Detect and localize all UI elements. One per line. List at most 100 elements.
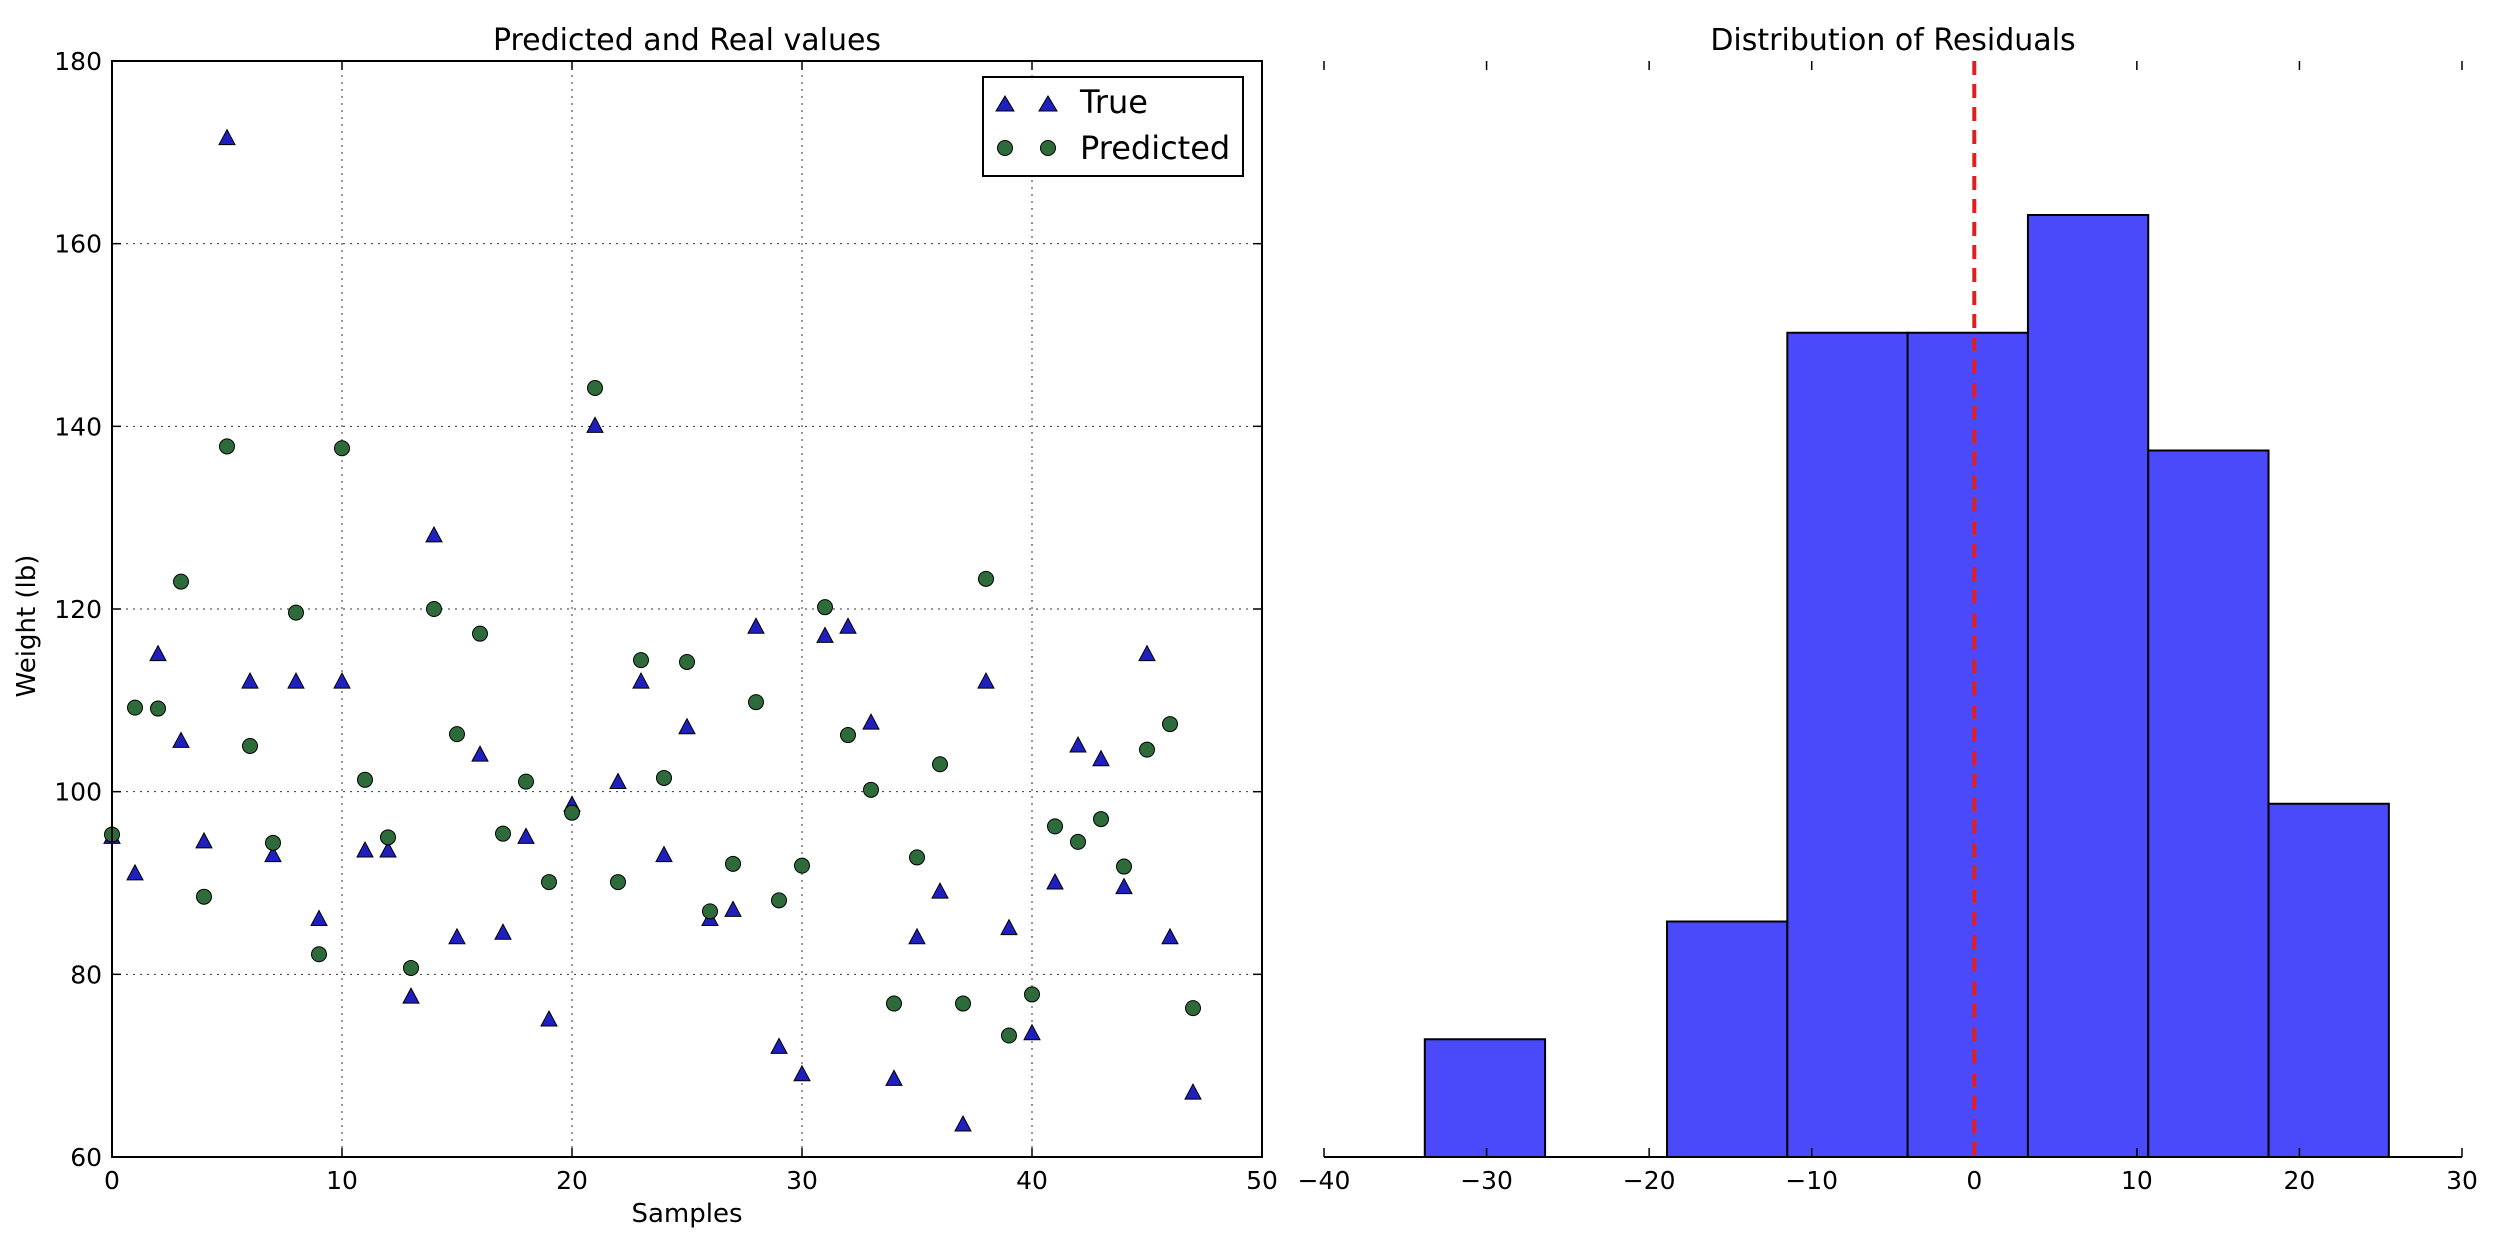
predicted-value-point: [242, 738, 258, 754]
predicted-value-point: [127, 699, 143, 716]
scatter-points: [103, 128, 1202, 1132]
histogram-bar: [2026, 214, 2150, 1158]
predicted-value-point: [702, 903, 718, 920]
true-value-point: [402, 987, 420, 1004]
x-tick-label: 0: [1966, 1166, 1982, 1195]
histogram-bar: [2267, 802, 2390, 1158]
y-tick-label: 160: [54, 230, 102, 259]
scatter-plot-frame: [111, 60, 1263, 1158]
y-tick-label: 100: [54, 778, 102, 807]
true-value-point: [1115, 877, 1133, 895]
predicted-value-point: [794, 857, 810, 874]
predicted-value-point: [288, 604, 304, 621]
true-value-point: [195, 831, 213, 849]
predicted-value-point: [426, 601, 442, 617]
x-tick-label: 0: [104, 1166, 120, 1195]
predicted-value-point: [518, 773, 534, 790]
true-value-point: [172, 731, 190, 748]
x-tick-label: 50: [1246, 1166, 1278, 1195]
true-value-point: [264, 845, 282, 863]
predicted-value-point: [679, 653, 695, 670]
predicted-value-point: [1024, 986, 1040, 1003]
predicted-value-point: [150, 700, 166, 717]
histogram-bar: [1666, 920, 1789, 1158]
true-value-point: [885, 1069, 903, 1086]
true-value-point: [471, 745, 489, 762]
predicted-value-point: [1047, 818, 1063, 835]
true-value-point: [517, 827, 535, 844]
true-value-point: [448, 927, 466, 945]
y-tick-label: 60: [70, 1143, 102, 1172]
predicted-value-point: [909, 849, 925, 866]
legend-predicted-marker: [1040, 140, 1056, 156]
true-value-point: [655, 845, 673, 863]
true-value-point: [218, 128, 236, 146]
true-value-point: [1023, 1023, 1041, 1041]
true-value-point: [494, 923, 512, 940]
x-tick-label: −40: [1298, 1166, 1351, 1195]
predicted-value-point: [748, 694, 764, 711]
x-tick-label: 20: [2284, 1166, 2316, 1195]
true-value-point: [1069, 735, 1087, 753]
true-value-point: [241, 672, 259, 689]
predicted-value-point: [633, 652, 649, 669]
predicted-value-point: [1185, 1000, 1201, 1017]
true-value-point: [126, 863, 144, 881]
histogram-bar: [1906, 331, 2029, 1158]
predicted-value-point: [587, 379, 603, 396]
predicted-value-point: [403, 959, 419, 976]
true-value-point: [770, 1037, 788, 1054]
predicted-value-point: [541, 874, 557, 891]
scatter-grid: [111, 60, 1263, 1158]
predicted-value-point: [472, 625, 488, 642]
x-tick-label: 40: [1016, 1166, 1048, 1195]
y-tick-label: 120: [54, 595, 102, 624]
predicted-value-point: [1001, 1027, 1017, 1044]
predicted-value-point: [932, 756, 948, 773]
histogram-bars: [1423, 214, 2390, 1158]
predicted-value-point: [1093, 811, 1109, 828]
scatter-title: Predicted and Real values: [493, 23, 881, 58]
histogram-bar: [1786, 331, 1909, 1158]
predicted-value-point: [334, 440, 350, 457]
predicted-value-point: [1116, 858, 1132, 875]
x-tick-label: −20: [1623, 1166, 1676, 1195]
x-tick-label: 10: [326, 1166, 358, 1195]
scatter-x-axis-label: Samples: [631, 1199, 742, 1229]
predicted-value-point: [357, 771, 373, 788]
scatter-legend: True Predicted: [982, 76, 1244, 177]
predicted-value-point: [219, 438, 235, 455]
true-value-point: [816, 626, 834, 643]
true-value-point: [724, 900, 742, 917]
true-value-point: [540, 1009, 558, 1027]
predicted-value-point: [1070, 833, 1086, 850]
true-value-point: [632, 672, 650, 689]
true-value-point: [586, 416, 604, 433]
predicted-value-point: [656, 769, 672, 786]
true-value-point: [425, 525, 443, 543]
predicted-value-point: [380, 829, 396, 846]
legend-frame: [982, 76, 1244, 177]
histogram-bar: [1423, 1038, 1547, 1158]
true-value-point: [793, 1064, 811, 1082]
true-value-point: [149, 644, 167, 662]
true-value-point: [1138, 644, 1156, 662]
predicted-value-point: [840, 727, 856, 744]
true-value-point: [609, 772, 627, 790]
scatter-panel: Predicted and Real values 0 10 20 30 40 50 60 8…: [12, 23, 1278, 1229]
predicted-value-point: [978, 570, 994, 587]
predicted-value-point: [495, 825, 511, 842]
scatter-y-axis-label: Weight (lb): [12, 555, 42, 698]
x-tick-label: 30: [2446, 1166, 2478, 1195]
predicted-value-point: [725, 855, 741, 872]
x-tick-label: −10: [1785, 1166, 1838, 1195]
x-tick-label: 30: [786, 1166, 818, 1195]
true-value-point: [931, 882, 949, 899]
true-value-point: [977, 672, 995, 689]
predicted-value-point: [173, 573, 189, 590]
true-value-point: [1000, 918, 1018, 936]
histogram-bar: [2147, 449, 2270, 1158]
true-value-point: [333, 672, 351, 689]
histogram-ticks: −40 −30 −20 −10 0 10 20 30: [1298, 61, 2478, 1195]
true-value-point: [862, 713, 880, 730]
